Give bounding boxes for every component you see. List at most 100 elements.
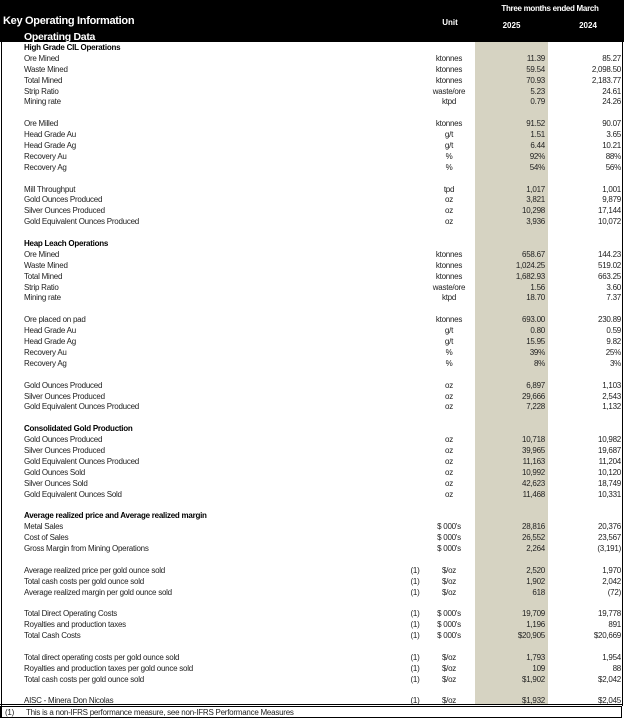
table-row: Royalties and production taxes (1) $ 000's… bbox=[0, 620, 624, 631]
value-2025: 15.95 bbox=[526, 337, 545, 347]
page-title: Key Operating Information bbox=[3, 15, 135, 27]
footnote-ref: (1) bbox=[410, 587, 420, 597]
row-unit: g/t bbox=[444, 130, 454, 140]
row-label: Heap Leach Operations bbox=[24, 239, 109, 249]
left-border bbox=[1, 42, 2, 706]
row-unit: ktonnes bbox=[435, 315, 463, 325]
current-period-column-highlight bbox=[475, 42, 548, 705]
table-row: Strip Ratio waste/ore 1.56 3.60 bbox=[0, 283, 624, 294]
row-unit: ktonnes bbox=[435, 119, 463, 129]
row-label: Ore Milled bbox=[24, 119, 58, 129]
row-unit: oz bbox=[445, 489, 453, 499]
value-2024: 9.82 bbox=[606, 337, 621, 347]
footnote-marker: (1) bbox=[5, 708, 15, 717]
row-label: High Grade CIL Operations bbox=[24, 43, 121, 52]
section-header-row: Heap Leach Operations bbox=[0, 239, 624, 250]
value-2025: 1,017 bbox=[526, 184, 545, 194]
row-unit: ktonnes bbox=[435, 53, 463, 63]
value-2025: $1,902 bbox=[522, 674, 545, 684]
table-row: Metal Sales $ 000's 28,816 20,376 bbox=[0, 522, 624, 533]
row-unit: ktonnes bbox=[435, 249, 463, 259]
value-2024: 88% bbox=[605, 151, 622, 161]
row-unit: $ 000's bbox=[437, 533, 461, 543]
spacer-row bbox=[0, 304, 624, 315]
table-row: Head Grade Au g/t 0.80 0.59 bbox=[0, 326, 624, 337]
value-2025: 1,682.93 bbox=[515, 271, 545, 281]
row-unit: % bbox=[445, 162, 453, 172]
row-unit: oz bbox=[445, 380, 453, 390]
spacer-row bbox=[0, 228, 624, 239]
value-2025: 8% bbox=[533, 358, 545, 368]
row-unit: tpd bbox=[443, 184, 455, 194]
table-row: Ore placed on pad ktonnes 693.00 230.89 bbox=[0, 315, 624, 326]
value-2024: 85.27 bbox=[602, 53, 621, 63]
footnote-ref: (1) bbox=[410, 576, 420, 586]
row-label: Consolidated Gold Production bbox=[24, 424, 133, 434]
table-row: Strip Ratio waste/ore 5.23 24.61 bbox=[0, 87, 624, 98]
row-unit: $ 000's bbox=[437, 543, 461, 553]
value-2024: 3.65 bbox=[606, 130, 621, 140]
value-2025: 26,552 bbox=[522, 533, 545, 543]
value-2025: 18.70 bbox=[526, 293, 545, 303]
row-unit: oz bbox=[445, 435, 453, 445]
value-2025: 0.80 bbox=[530, 326, 545, 336]
footnote: (1) This is a non-IFRS performance measu… bbox=[0, 706, 622, 718]
row-unit: $/oz bbox=[441, 663, 457, 673]
table-row: Total direct operating costs per gold ou… bbox=[0, 653, 624, 664]
table-header: Key Operating Information Operating Data… bbox=[0, 0, 624, 43]
value-2024: 1,001 bbox=[602, 184, 621, 194]
row-label: Mining rate bbox=[24, 293, 61, 303]
value-2024: 24.26 bbox=[602, 97, 621, 107]
row-label: Waste Mined bbox=[24, 64, 68, 74]
row-label: Recovery Ag bbox=[24, 162, 67, 172]
table-row: Silver Ounces Sold oz 42,623 18,749 bbox=[0, 479, 624, 490]
row-unit: $/oz bbox=[441, 652, 457, 662]
value-2025: 6,897 bbox=[526, 380, 545, 390]
value-2025: 1.56 bbox=[530, 282, 545, 292]
table-row: Gold Ounces Sold oz 10,992 10,120 bbox=[0, 468, 624, 479]
table-row: Gold Equivalent Ounces Produced oz 11,163 1… bbox=[0, 457, 624, 468]
row-label: Ore Mined bbox=[24, 249, 60, 259]
row-label: Head Grade Au bbox=[24, 326, 76, 336]
value-2024: 1,132 bbox=[602, 402, 621, 412]
row-label: Gold Equivalent Ounces Produced bbox=[24, 402, 139, 412]
table-row: Waste Mined ktonnes 59.54 2,098.50 bbox=[0, 65, 624, 76]
row-unit: ktonnes bbox=[435, 64, 463, 74]
row-unit: oz bbox=[445, 402, 453, 412]
row-label: Head Grade Au bbox=[24, 130, 76, 140]
table-row: Mining rate ktpd 0.79 24.26 bbox=[0, 97, 624, 108]
value-2024: 10.21 bbox=[602, 141, 621, 151]
value-2025: 7,228 bbox=[526, 402, 545, 412]
table-row: Ore Mined ktonnes 11.39 85.27 bbox=[0, 54, 624, 65]
row-unit: oz bbox=[445, 195, 453, 205]
row-unit: $ 000's bbox=[437, 620, 461, 630]
row-label: Head Grade Ag bbox=[24, 141, 76, 151]
value-2025: 10,992 bbox=[522, 467, 545, 477]
row-label: Total Mined bbox=[24, 271, 63, 281]
value-2025: 658.67 bbox=[522, 249, 545, 259]
value-2025: $20,905 bbox=[517, 631, 545, 641]
row-label: Mining rate bbox=[24, 97, 61, 107]
row-unit: $/oz bbox=[441, 565, 457, 575]
spacer-row bbox=[0, 598, 624, 609]
value-2025: 618 bbox=[532, 587, 545, 597]
value-2025: $1,932 bbox=[522, 696, 545, 706]
value-2025: 10,298 bbox=[522, 206, 545, 216]
row-unit: $/oz bbox=[441, 674, 457, 684]
value-2024: 88 bbox=[612, 663, 622, 673]
row-label: Silver Ounces Sold bbox=[24, 478, 88, 488]
table-row: Gold Ounces Produced oz 3,821 9,879 bbox=[0, 195, 624, 206]
value-2025: 91.52 bbox=[526, 119, 545, 129]
row-label: Recovery Ag bbox=[24, 358, 67, 368]
table-row: Ore Mined ktonnes 658.67 144.23 bbox=[0, 250, 624, 261]
row-label: Total Cash Costs bbox=[24, 631, 81, 641]
value-2024: 24.61 bbox=[602, 86, 621, 96]
row-label: Gold Ounces Produced bbox=[24, 380, 103, 390]
table-row: Gold Equivalent Ounces Produced oz 3,936 10… bbox=[0, 217, 624, 228]
row-label: Strip Ratio bbox=[24, 282, 59, 292]
value-2025: 109 bbox=[532, 663, 545, 673]
row-label: Ore Mined bbox=[24, 53, 60, 63]
row-unit: ktonnes bbox=[435, 75, 463, 85]
value-2025: 6.44 bbox=[530, 141, 545, 151]
spacer-row bbox=[0, 642, 624, 653]
